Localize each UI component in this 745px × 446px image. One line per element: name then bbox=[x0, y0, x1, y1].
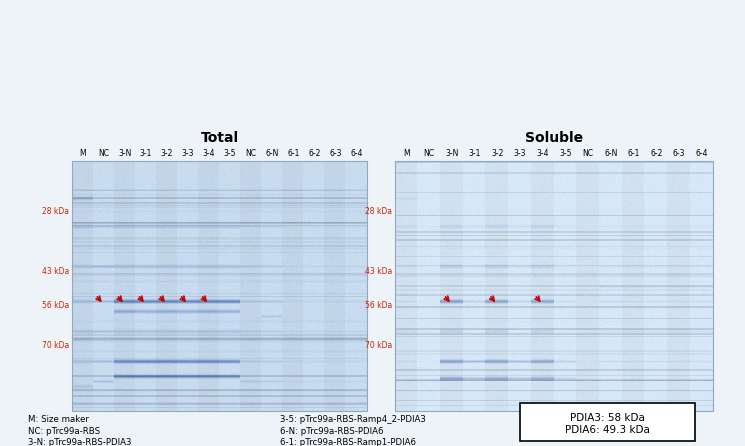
Text: 70 kDa: 70 kDa bbox=[365, 342, 392, 351]
Text: 3-N: 3-N bbox=[118, 149, 131, 158]
Text: PDIA3: 58 kDa: PDIA3: 58 kDa bbox=[570, 413, 645, 423]
Text: 3-N: 3-N bbox=[445, 149, 458, 158]
Text: 6-2: 6-2 bbox=[308, 149, 320, 158]
Text: Total: Total bbox=[200, 131, 238, 145]
Text: NC: pTrc99a-RBS: NC: pTrc99a-RBS bbox=[28, 426, 100, 435]
Text: M: M bbox=[403, 149, 410, 158]
Text: 3-2: 3-2 bbox=[491, 149, 504, 158]
Text: 6-N: 6-N bbox=[604, 149, 618, 158]
Text: 3-5: 3-5 bbox=[224, 149, 236, 158]
Text: 3-N: pTrc99a-RBS-PDIA3: 3-N: pTrc99a-RBS-PDIA3 bbox=[28, 438, 132, 446]
Text: 3-5: pTrc99a-RBS-Ramp4_2-PDIA3: 3-5: pTrc99a-RBS-Ramp4_2-PDIA3 bbox=[280, 415, 426, 424]
Text: 3-3: 3-3 bbox=[182, 149, 194, 158]
Text: 43 kDa: 43 kDa bbox=[365, 267, 392, 276]
Text: 3-4: 3-4 bbox=[203, 149, 215, 158]
Text: 56 kDa: 56 kDa bbox=[365, 301, 392, 310]
Text: 6-4: 6-4 bbox=[695, 149, 708, 158]
Text: 3-3: 3-3 bbox=[514, 149, 526, 158]
Text: NC: NC bbox=[583, 149, 594, 158]
Text: NC: NC bbox=[98, 149, 109, 158]
Text: 6-4: 6-4 bbox=[350, 149, 363, 158]
Text: NC: NC bbox=[246, 149, 256, 158]
Bar bbox=[395, 161, 713, 411]
Text: 28 kDa: 28 kDa bbox=[42, 206, 69, 215]
Text: 6-3: 6-3 bbox=[673, 149, 685, 158]
Text: 70 kDa: 70 kDa bbox=[42, 342, 69, 351]
Text: 6-1: pTrc99a-RBS-Ramp1-PDIA6: 6-1: pTrc99a-RBS-Ramp1-PDIA6 bbox=[280, 438, 416, 446]
Text: NC: NC bbox=[424, 149, 434, 158]
Bar bbox=[520, 403, 695, 441]
Text: PDIA6: 49.3 kDa: PDIA6: 49.3 kDa bbox=[565, 425, 650, 435]
Text: 43 kDa: 43 kDa bbox=[42, 267, 69, 276]
Text: 3-1: 3-1 bbox=[469, 149, 481, 158]
Text: M: M bbox=[79, 149, 86, 158]
Text: 28 kDa: 28 kDa bbox=[365, 206, 392, 215]
Text: 6-N: pTrc99a-RBS-PDIA6: 6-N: pTrc99a-RBS-PDIA6 bbox=[280, 426, 384, 435]
Bar bbox=[72, 161, 367, 411]
Text: 6-2: 6-2 bbox=[650, 149, 662, 158]
Text: 6-1: 6-1 bbox=[627, 149, 640, 158]
Text: 6-N: 6-N bbox=[265, 149, 279, 158]
Text: 3-5: 3-5 bbox=[559, 149, 571, 158]
Text: 3-4: 3-4 bbox=[536, 149, 549, 158]
Text: 6-3: 6-3 bbox=[329, 149, 342, 158]
Text: 6-1: 6-1 bbox=[287, 149, 299, 158]
Text: M: Size maker: M: Size maker bbox=[28, 415, 89, 424]
Text: Soluble: Soluble bbox=[525, 131, 583, 145]
Text: 56 kDa: 56 kDa bbox=[42, 301, 69, 310]
Text: 3-2: 3-2 bbox=[161, 149, 173, 158]
Text: 3-1: 3-1 bbox=[139, 149, 152, 158]
